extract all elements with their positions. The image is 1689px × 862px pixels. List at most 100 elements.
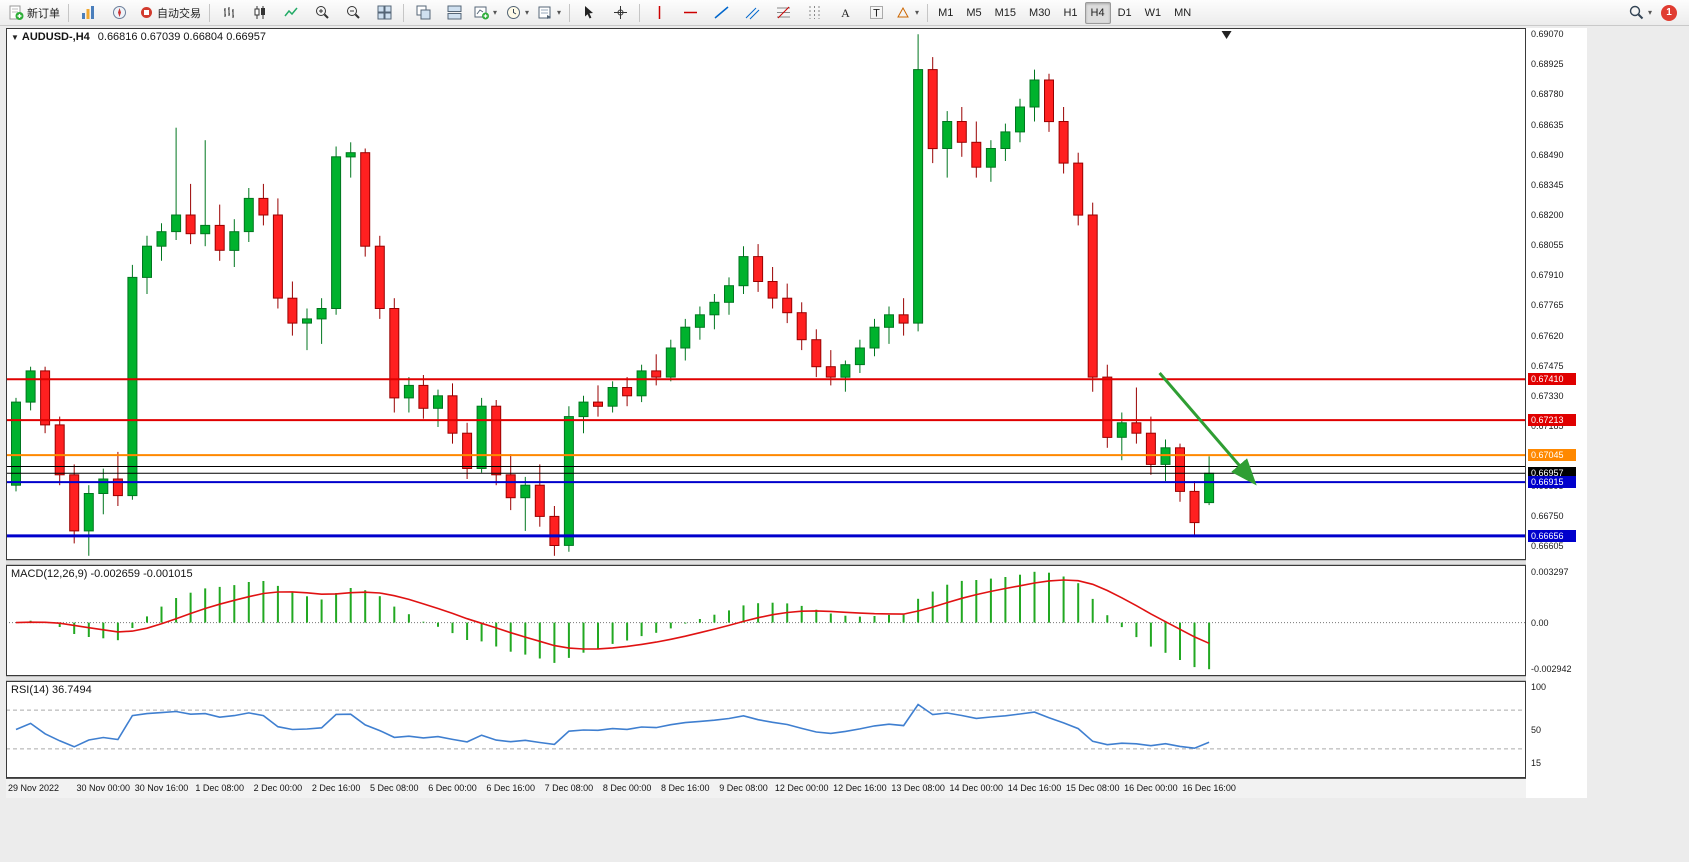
search-button[interactable]: ▾ xyxy=(1625,1,1656,25)
tile-horizontal-button[interactable] xyxy=(439,1,469,25)
candle-body xyxy=(447,395,458,434)
rsi-panel[interactable] xyxy=(6,681,1526,778)
timeframe-mn-button[interactable]: MN xyxy=(1174,6,1192,19)
candle-body xyxy=(83,493,94,532)
cycle-lines-icon xyxy=(809,6,820,19)
time-label: 15 Dec 08:00 xyxy=(1065,783,1120,793)
candle-body xyxy=(1189,490,1200,524)
chart-ohlc-values: 0.66816 0.67039 0.66804 0.66957 xyxy=(97,31,266,43)
text-label-button[interactable]: T xyxy=(861,1,891,25)
panel-splitter[interactable] xyxy=(6,560,1526,565)
channel-button[interactable] xyxy=(737,1,767,25)
price-tick-label: 0.67620 xyxy=(1531,331,1564,341)
candle-body xyxy=(69,474,80,532)
cycle-lines-button[interactable] xyxy=(799,1,829,25)
shapes-arrows-icon xyxy=(897,6,909,18)
crosshair-button[interactable] xyxy=(605,1,635,25)
candle-body xyxy=(418,384,429,409)
templates-button[interactable]: ▾ xyxy=(534,1,565,25)
text-icon: A xyxy=(841,6,850,20)
candle-body xyxy=(214,224,225,251)
fibonacci-button[interactable] xyxy=(768,1,798,25)
timeframe-m5-button[interactable]: M5 xyxy=(966,6,982,19)
price-tick-label: 0.67185 xyxy=(1531,421,1564,431)
market-watch-icon xyxy=(81,6,94,19)
candle-body xyxy=(869,326,880,349)
zoom-in-button[interactable] xyxy=(307,1,337,25)
one-click-trading-toggle-icon[interactable]: ▼ xyxy=(11,33,19,42)
notification-badge[interactable]: 1 xyxy=(1661,4,1677,21)
shapes-button[interactable]: ▾ xyxy=(892,1,923,25)
candle-body xyxy=(520,484,531,499)
candle-body xyxy=(243,197,254,233)
tile-horizontal-icon xyxy=(447,5,461,20)
main-price-chart[interactable] xyxy=(6,28,1526,560)
dropdown-arrow-icon: ▾ xyxy=(493,8,498,17)
price-axis[interactable]: 0.69070 0.68925 0.68780 0.68635 0.68490 0.683… xyxy=(1527,28,1587,778)
trendline-button[interactable] xyxy=(706,1,736,25)
candle-body xyxy=(651,370,662,378)
timeframe-h4-button[interactable]: H4 xyxy=(1084,1,1111,24)
candle-body xyxy=(767,281,778,299)
trend-arrow xyxy=(1158,372,1257,486)
autotrading-label: 自动交易 xyxy=(157,7,201,20)
time-label: 1 Dec 08:00 xyxy=(195,783,244,793)
autotrading-button[interactable]: 自动交易 xyxy=(135,1,205,25)
chart-candles-button[interactable] xyxy=(245,1,275,25)
candle-body xyxy=(593,401,603,407)
candle-body xyxy=(156,231,167,247)
rsi-value: 36.7494 xyxy=(51,684,92,696)
text-button[interactable]: A xyxy=(830,1,860,25)
time-label: 9 Dec 08:00 xyxy=(719,783,768,793)
toolbar-separator xyxy=(639,3,641,22)
timeframe-w1-button[interactable]: W1 xyxy=(1144,6,1162,19)
toolbar-separator xyxy=(209,3,210,22)
price-tick-label: 0.68345 xyxy=(1531,180,1564,190)
time-label: 12 Dec 16:00 xyxy=(833,783,887,793)
zoom-out-button[interactable] xyxy=(338,1,368,25)
dropdown-arrow-icon: ▾ xyxy=(525,8,530,17)
bar-chart-icon xyxy=(223,7,234,18)
timeframe-h1-button[interactable]: H1 xyxy=(1063,6,1078,19)
plot-column: 29 Nov 2022 30 Nov 00:00 30 Nov 16:00 1 Dec… xyxy=(6,28,1526,798)
candle-body xyxy=(1204,472,1215,504)
price-tick-label: 0.68200 xyxy=(1531,210,1564,220)
template-icon xyxy=(538,6,552,19)
cursor-button[interactable] xyxy=(574,1,604,25)
timeframe-d1-button[interactable]: D1 xyxy=(1117,6,1132,19)
cascade-windows-button[interactable] xyxy=(408,1,438,25)
chart-line-button[interactable] xyxy=(276,1,306,25)
horizontal-line-button[interactable] xyxy=(675,1,705,25)
label-icon: T xyxy=(869,6,883,20)
rsi-line xyxy=(15,703,1210,750)
timeframe-m15-button[interactable]: M15 xyxy=(994,6,1017,19)
new-order-button[interactable]: 新订单 xyxy=(4,1,64,25)
time-label: 30 Nov 00:00 xyxy=(76,783,131,793)
timeframe-m30-button[interactable]: M30 xyxy=(1029,6,1051,19)
time-label: 6 Dec 00:00 xyxy=(428,783,477,793)
candle-body xyxy=(185,214,196,235)
chart-bars-button[interactable] xyxy=(214,1,244,25)
tile-windows-button[interactable] xyxy=(369,1,399,25)
candle-body xyxy=(302,318,312,324)
macd-panel[interactable] xyxy=(6,565,1526,676)
candle-body xyxy=(825,366,836,378)
candle-body xyxy=(1044,79,1054,123)
vertical-line-icon xyxy=(658,6,660,19)
candle-body xyxy=(142,245,152,278)
new-chart-button[interactable]: ▾ xyxy=(470,1,501,25)
rsi-axis-bottom: 15 xyxy=(1531,758,1542,768)
candle-body xyxy=(563,416,574,546)
dropdown-arrow-icon: ▾ xyxy=(915,8,920,17)
timeframe-m1-button[interactable]: M1 xyxy=(938,6,954,19)
channel-icon xyxy=(745,7,759,20)
vertical-line-button[interactable] xyxy=(644,1,674,25)
navigator-compass-icon xyxy=(112,6,126,19)
panel-splitter[interactable] xyxy=(6,676,1526,681)
period-clock-button[interactable]: ▾ xyxy=(502,1,533,25)
time-axis[interactable]: 29 Nov 2022 30 Nov 00:00 30 Nov 16:00 1 Dec… xyxy=(6,778,1526,798)
navigator-button[interactable] xyxy=(104,1,134,25)
candle-body xyxy=(476,405,487,470)
candle-body xyxy=(272,214,283,299)
market-watch-button[interactable] xyxy=(73,1,103,25)
